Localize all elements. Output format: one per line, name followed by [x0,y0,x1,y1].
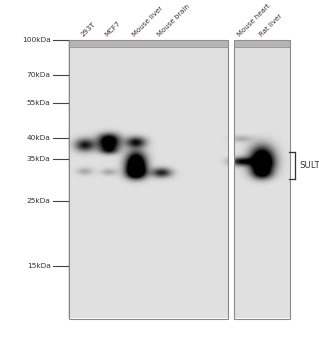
Text: 55kDa: 55kDa [27,100,51,106]
Text: 293T: 293T [80,21,97,37]
Bar [69,40,228,318]
Text: 100kDa: 100kDa [22,37,51,43]
Bar [69,40,228,318]
Text: 35kDa: 35kDa [27,156,51,162]
Text: Mouse brain: Mouse brain [157,3,191,37]
Text: SULT1A1: SULT1A1 [299,161,319,170]
Bar [234,40,290,47]
Bar [234,40,290,318]
Text: 40kDa: 40kDa [27,135,51,141]
Text: MCF7: MCF7 [104,19,122,37]
Text: Mouse liver: Mouse liver [131,5,164,37]
Text: 25kDa: 25kDa [27,198,51,204]
Bar [234,40,290,47]
Text: Rat liver: Rat liver [259,12,284,37]
Text: Mouse heart: Mouse heart [237,2,271,37]
Text: 70kDa: 70kDa [26,72,51,78]
Bar [69,40,228,47]
Bar [234,40,290,318]
Text: 15kDa: 15kDa [27,263,51,269]
Bar [69,40,228,47]
